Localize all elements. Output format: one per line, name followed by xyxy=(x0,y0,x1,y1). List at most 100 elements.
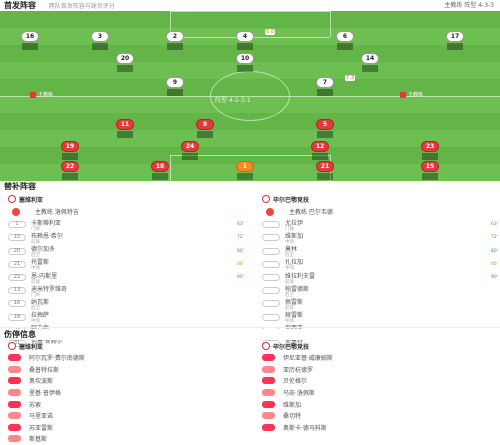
player-bottom-12[interactable]: 15 xyxy=(400,161,460,180)
injury-row[interactable]: 桑普特拉斯 xyxy=(8,364,248,376)
player-bottom-2[interactable]: 8 xyxy=(175,119,235,138)
player-top-11[interactable]: 7 7.3 xyxy=(295,75,355,96)
injury-row[interactable]: 亚历杭德罗 xyxy=(262,364,500,376)
injury-row[interactable]: 奥斯卡·德马科斯 xyxy=(262,422,500,434)
sub-row[interactable]: 主教练 巴尔韦德 xyxy=(262,205,500,218)
injury-row[interactable]: 桑切特 xyxy=(262,410,500,422)
player-bottom-1[interactable]: 11 xyxy=(95,119,155,138)
sub-row[interactable]: 15 布赖恩·希尔 前锋 72' xyxy=(8,231,248,245)
player-top-3[interactable]: 2 xyxy=(145,31,205,50)
sub-row[interactable]: 尤拉伊 门将 63' xyxy=(262,218,500,232)
player-bottom-5[interactable]: 24 xyxy=(160,141,220,160)
player-bottom-4[interactable]: 19 xyxy=(40,141,100,160)
injured-player-name: 伊尼亚基·威廉姆斯 xyxy=(283,355,333,363)
injury-row[interactable]: 贝伦格尔 xyxy=(262,375,500,387)
player-bottom-8[interactable]: 22 xyxy=(40,161,100,180)
sub-row[interactable]: 扎拉加 中场 86' xyxy=(262,258,500,271)
sub-player-name: 纳瓦斯 后卫 xyxy=(31,298,50,311)
coach-icon xyxy=(400,91,406,98)
injury-row[interactable]: 苏亚雷斯 xyxy=(8,422,248,434)
player-top-6[interactable]: 17 xyxy=(425,31,485,50)
player-top-8[interactable]: 10 xyxy=(215,53,275,72)
sub-player-position: 后卫 xyxy=(31,253,40,259)
injury-row[interactable]: 苏索 xyxy=(8,398,248,410)
sub-row[interactable]: 帕雷德斯 后卫 xyxy=(262,284,500,298)
player-top-9[interactable]: 14 xyxy=(340,53,400,72)
sub-row[interactable]: 1 卡斯蒂利亚 门将 63' xyxy=(8,218,248,232)
injury-row[interactable]: 维斯加 xyxy=(262,398,500,410)
sub-player-position: 中场 xyxy=(285,266,294,272)
formation-label: 阵型 4-2-3-1 xyxy=(215,97,251,104)
injured-player-name: 苏索 xyxy=(29,401,42,409)
team-badge-icon xyxy=(262,195,270,203)
shirt-number xyxy=(262,300,280,308)
sub-player-position: 前锋 xyxy=(31,279,40,285)
player-top-2[interactable]: 3 xyxy=(70,31,130,50)
injury-right-column: 毕尔巴鄂竞技 伊尼亚基·威廉姆斯 亚历杭德罗 贝伦格尔 乌奈·洛佩斯 维斯加 桑切特 奥斯卡… xyxy=(262,340,500,433)
player-top-4[interactable]: 4 6.8 xyxy=(215,29,275,50)
sub-player-position: 后卫 xyxy=(285,292,294,298)
sub-player-name: 莫林 后卫 xyxy=(285,246,298,259)
sub-row[interactable]: 13 迪米特罗维奇 门将 xyxy=(8,284,248,298)
lineup-meta: 主教练 阵型 4-3-3 xyxy=(444,2,494,9)
player-bottom-7[interactable]: 23 xyxy=(400,141,460,160)
player-top-7[interactable]: 20 xyxy=(95,53,155,72)
sub-row[interactable]: 赫雷斯 中场 xyxy=(262,311,500,324)
injury-row[interactable]: 斯基斯 xyxy=(8,433,248,445)
player-top-5[interactable]: 6 xyxy=(315,31,375,50)
injury-row[interactable]: 里基·普伊格 xyxy=(8,387,248,399)
player-bottom-3[interactable]: 5 xyxy=(295,119,355,138)
injury-header: 伤停信息 xyxy=(0,329,500,340)
injury-icon xyxy=(262,377,275,385)
sub-row[interactable]: 20 德尔加多 后卫 80' xyxy=(8,245,248,258)
injury-row[interactable]: 马里亚诺 xyxy=(8,410,248,422)
shirt-number: 18 xyxy=(8,313,26,321)
injury-icon xyxy=(262,365,275,373)
player-bottom-6[interactable]: 12 xyxy=(290,141,350,160)
sub-player-name: 主教练 巴尔韦德 xyxy=(289,209,333,217)
player-bottom-9[interactable]: 18 xyxy=(130,161,190,180)
sub-player-name: 何塞·安赫尔 中场 xyxy=(31,338,63,351)
injury-left-column: 塞维利亚 阿尔瓦罗·费尔南德斯 桑普特拉斯 奥坎波斯 里基·普伊格 苏索 马里亚诺 苏亚雷斯… xyxy=(8,340,248,445)
injured-player-name: 斯基斯 xyxy=(29,436,48,444)
sub-player-name: 赫雷斯 中场 xyxy=(285,312,304,325)
sub-row[interactable]: 莫林 后卫 80' xyxy=(262,245,500,258)
pitch: 阵型 4-2-3-1 主教练 主教练 16 3 2 4 6.8 6 17 20 … xyxy=(0,11,500,181)
sub-row[interactable]: 维斯加 中场 72' xyxy=(262,231,500,245)
sub-row[interactable]: 佩雷斯 前锋 xyxy=(262,297,500,311)
sub-player-position: 门将 xyxy=(31,292,40,298)
team-badge-icon xyxy=(8,342,16,350)
injury-row[interactable]: 伊尼亚基·威廉姆斯 xyxy=(262,352,500,364)
sub-player-position: 门将 xyxy=(31,226,40,232)
shirt-number: 13 xyxy=(8,287,26,295)
sub-player-position: 中场 xyxy=(31,266,40,272)
sub-row[interactable]: 21 托雷斯 中场 86' xyxy=(8,258,248,271)
subs-left-head: 塞维利亚 xyxy=(8,193,248,205)
sub-player-name: 布赖恩·希尔 前锋 xyxy=(31,232,63,245)
team-badge-icon xyxy=(262,342,270,350)
sub-player-name: 尤拉伊 门将 xyxy=(285,219,304,232)
sub-player-position: 后卫 xyxy=(285,253,294,259)
sub-player-position: 后卫 xyxy=(31,305,40,311)
player-top-1[interactable]: 16 xyxy=(0,31,60,50)
sub-row[interactable]: 22 恩-内斯里 前锋 90' xyxy=(8,271,248,285)
injured-player-name: 亚历杭德罗 xyxy=(283,366,314,374)
sub-player-name: 托雷斯 中场 xyxy=(31,259,50,272)
sub-event-time: 63' xyxy=(491,222,498,228)
injured-player-name: 奥斯卡·德马科斯 xyxy=(283,424,327,432)
sub-player-position: 中场 xyxy=(285,239,294,245)
injury-row[interactable]: 奥坎波斯 xyxy=(8,375,248,387)
injured-player-name: 贝伦格尔 xyxy=(283,378,308,386)
player-top-10[interactable]: 9 xyxy=(145,77,205,96)
injury-icon xyxy=(8,412,21,420)
sub-row[interactable]: 16 纳瓦斯 后卫 xyxy=(8,297,248,311)
player-bottom-10[interactable]: 1 xyxy=(215,161,275,180)
injury-row[interactable]: 乌奈·洛佩斯 xyxy=(262,387,500,399)
injury-row[interactable]: 阿尔瓦罗·费尔南德斯 xyxy=(8,352,248,364)
sub-row[interactable]: 维拉利夫雷 前锋 90' xyxy=(262,271,500,285)
sub-player-name: 迪米特罗维奇 门将 xyxy=(31,285,68,298)
player-bottom-11[interactable]: 21 xyxy=(295,161,355,180)
sub-row[interactable]: 18 拉梅萨 中场 xyxy=(8,311,248,324)
sub-player-position: 中场 xyxy=(31,319,40,325)
sub-row[interactable]: 主教练 洛佩特吉 xyxy=(8,205,248,218)
